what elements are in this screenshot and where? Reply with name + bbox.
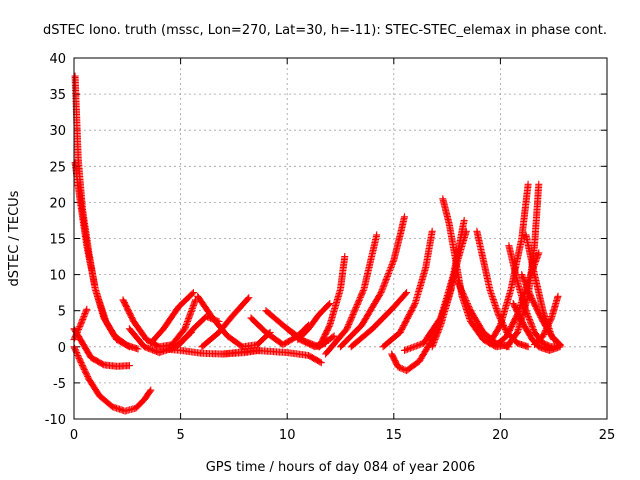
y-tick-label: -10 — [45, 413, 66, 428]
series-arc-20 — [337, 213, 408, 351]
series-markers — [337, 213, 408, 351]
series-markers — [119, 296, 199, 351]
y-tick-label: 30 — [49, 124, 66, 139]
series-markers — [379, 227, 436, 351]
y-tick-label: 40 — [49, 52, 66, 67]
series-arc-22 — [379, 227, 436, 351]
x-tick-label: 15 — [386, 428, 403, 443]
y-tick-label: 25 — [49, 160, 66, 175]
series-arc-26 — [428, 227, 470, 351]
series-layer — [70, 72, 564, 415]
plot-frame — [73, 57, 608, 420]
y-axis-title: dSTEC / TECUs — [7, 190, 22, 286]
series-markers — [70, 343, 155, 415]
series-arc-8 — [147, 289, 197, 347]
series-arc-6 — [119, 296, 199, 351]
x-tick-label: 0 — [70, 428, 78, 443]
series-arc-19 — [322, 231, 381, 358]
series-arc-36 — [492, 249, 543, 349]
series-markers — [315, 253, 349, 351]
series-markers — [322, 231, 381, 358]
series-markers — [71, 159, 133, 351]
series-arc-18 — [315, 253, 349, 351]
y-tick-label: -5 — [53, 377, 66, 392]
y-tick-label: 35 — [49, 88, 66, 103]
x-tick-label: 25 — [599, 428, 616, 443]
series-markers — [347, 289, 411, 351]
series-markers — [486, 180, 532, 347]
series-arc-11 — [177, 313, 223, 347]
series-markers — [492, 249, 543, 349]
series-markers — [428, 227, 470, 351]
series-arc-12 — [198, 294, 253, 351]
series-arc-16 — [219, 346, 325, 367]
x-axis-title: GPS time / hours of day 084 of year 2006 — [206, 460, 476, 475]
series-arc-17 — [294, 300, 334, 344]
chart-title: dSTEC Iono. truth (mssc, Lon=270, Lat=30… — [43, 23, 607, 38]
y-tick-label: 15 — [49, 233, 66, 248]
series-arc-21 — [347, 289, 411, 351]
x-tick-label: 20 — [492, 428, 509, 443]
y-tick-label: 5 — [58, 305, 66, 320]
series-markers — [177, 313, 223, 347]
series-arc-29 — [486, 180, 532, 347]
y-tick-label: 20 — [49, 196, 66, 211]
series-markers — [219, 346, 325, 367]
series-markers — [198, 294, 253, 351]
series-markers — [147, 289, 197, 347]
series-arc-3 — [70, 343, 155, 415]
series-arc-2 — [71, 159, 133, 351]
x-tick-label: 5 — [176, 428, 184, 443]
x-tick-label: 10 — [279, 428, 296, 443]
y-tick-label: 10 — [49, 269, 66, 284]
series-markers — [294, 300, 334, 344]
y-tick-label: 0 — [58, 341, 66, 356]
